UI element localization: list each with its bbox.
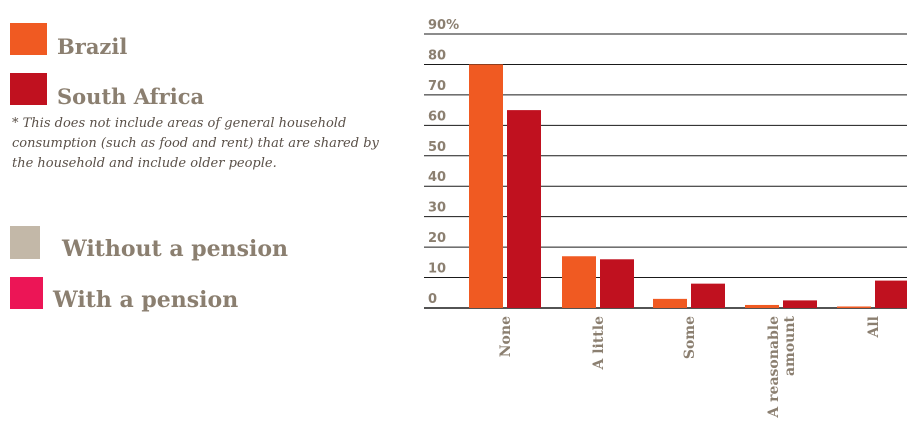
footnote-text: * This does not include areas of general… [12, 116, 379, 171]
bar-brazil [562, 256, 596, 308]
y-tick-label: 30 [428, 201, 446, 216]
y-tick-label: 60 [428, 109, 446, 124]
legend-label-with-pension: With a pension [53, 287, 239, 313]
bar-south-africa [691, 283, 725, 308]
legend-swatch-with-pension [10, 277, 43, 309]
x-category-label: A little [591, 316, 607, 371]
y-tick-label: 50 [428, 140, 446, 155]
legend-swatch-south-africa [10, 72, 47, 105]
legend-south-africa: South Africa [10, 68, 204, 109]
legend-with-pension: With a pension [10, 273, 238, 313]
bar-brazil [837, 306, 871, 308]
y-tick-label: 80 [428, 48, 446, 63]
bar-south-africa [875, 280, 907, 308]
legend-swatch-without-pension [10, 225, 40, 259]
y-tick-label: 20 [428, 231, 446, 246]
y-tick-label: 90% [428, 18, 459, 33]
legend-swatch-brazil [10, 22, 47, 55]
y-tick-label: 40 [428, 170, 446, 185]
x-category-label: All [866, 316, 882, 339]
bar-south-africa [507, 110, 541, 308]
y-tick-label: 70 [428, 79, 446, 94]
bar-brazil [745, 304, 779, 308]
x-category-label: Some [682, 316, 698, 359]
bar-brazil [653, 298, 687, 308]
footnote: * This does not include areas of general… [4, 114, 394, 174]
x-category-label: amount [782, 315, 798, 376]
legend-label-brazil: Brazil [57, 34, 128, 59]
x-category-label: None [498, 316, 514, 357]
legend-label-without-pension: Without a pension [62, 236, 289, 262]
y-tick-label: 0 [428, 292, 437, 307]
bar-south-africa [600, 259, 634, 308]
legend-label-south-africa: South Africa [57, 84, 205, 109]
bar-brazil [469, 64, 503, 308]
legend-without-pension: Without a pension [10, 222, 288, 262]
bar-south-africa [783, 300, 817, 308]
y-tick-label: 10 [428, 262, 446, 277]
legend-brazil: Brazil [10, 18, 127, 59]
x-category-label: A reasonable [766, 316, 782, 419]
